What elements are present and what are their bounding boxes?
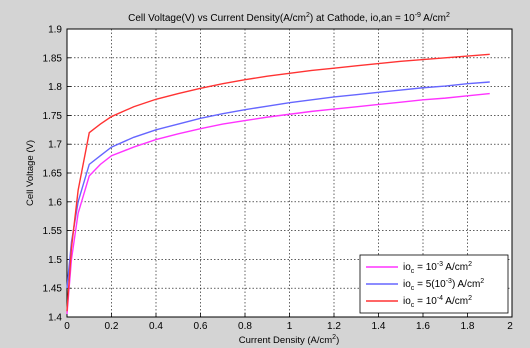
x-tick-label: 1.2 xyxy=(327,321,341,332)
xlabel-sup: 2 xyxy=(332,334,336,341)
y-tick-label: 1.45 xyxy=(43,284,63,295)
y-tick-labels: 1.4 1.45 1.5 1.55 1.6 1.65 1.7 1.75 1.8 … xyxy=(43,25,63,324)
x-tick-label: 2 xyxy=(507,321,513,332)
series-line-3 xyxy=(66,53,490,312)
y-tick-label: 1.5 xyxy=(48,255,62,266)
y-tick-label: 1.4 xyxy=(48,313,62,324)
y-tick-label: 1.65 xyxy=(43,169,63,180)
series-layer xyxy=(66,53,490,315)
legend-label-series-2: ioc = 5(10-3) A/cm2 xyxy=(403,278,484,292)
chart-title: Cell Voltage(V) vs Current Density(A/cm2… xyxy=(128,12,450,24)
series-line-2 xyxy=(66,81,490,289)
xlabel-part-1: Current Density (A/cm xyxy=(239,335,333,346)
x-tick-label: 0 xyxy=(64,321,70,332)
title-sup-3: 2 xyxy=(446,12,450,19)
x-tick-label: 1.4 xyxy=(372,321,386,332)
title-part-3: A/cm xyxy=(421,13,446,24)
legend-label-series-3: ioc = 10-4 A/cm2 xyxy=(403,295,472,309)
title-sup-1: 2 xyxy=(306,12,310,19)
series-line-1 xyxy=(66,92,490,315)
legend: ioc = 10-3 A/cm2 ioc = 5(10-3) A/cm2 ioc… xyxy=(359,254,509,314)
title-part-1: Cell Voltage(V) vs Current Density(A/cm xyxy=(128,13,306,24)
y-axis-label: Cell Voltage (V) xyxy=(25,140,36,206)
x-tick-labels: 0 0.2 0.4 0.6 0.8 1 1.2 1.4 1.6 1.8 2 xyxy=(64,321,513,332)
tick-marks xyxy=(66,28,513,318)
x-tick-label: 1.6 xyxy=(416,321,430,332)
x-tick-label: 0.4 xyxy=(149,321,163,332)
y-tick-label: 1.8 xyxy=(48,82,62,93)
x-tick-label: 0.6 xyxy=(194,321,208,332)
x-axis-label: Current Density (A/cm2) xyxy=(239,334,340,346)
y-tick-label: 1.75 xyxy=(43,111,63,122)
y-tick-label: 1.9 xyxy=(48,25,62,36)
y-tick-label: 1.6 xyxy=(48,197,62,208)
y-tick-label: 1.85 xyxy=(43,53,63,64)
xlabel-part-2: ) xyxy=(336,335,339,346)
title-part-2: ) at Cathode, io,an = 10 xyxy=(310,13,415,24)
x-tick-label: 1.8 xyxy=(461,321,475,332)
x-tick-label: 0.2 xyxy=(105,321,119,332)
title-sup-2: -9 xyxy=(415,12,421,19)
x-tick-label: 0.8 xyxy=(238,321,252,332)
y-tick-label: 1.7 xyxy=(48,140,62,151)
legend-label-series-1: ioc = 10-3 A/cm2 xyxy=(403,261,472,275)
y-tick-label: 1.55 xyxy=(43,226,63,237)
x-tick-label: 1 xyxy=(287,321,293,332)
